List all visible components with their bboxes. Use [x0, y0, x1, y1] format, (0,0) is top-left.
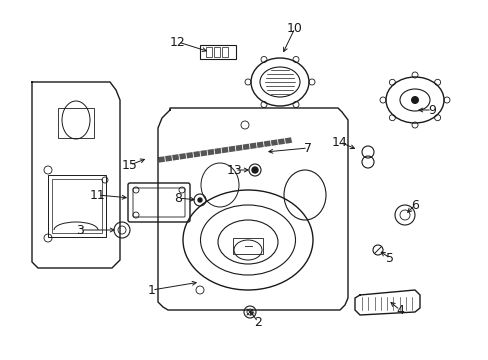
Text: 15: 15 [122, 158, 138, 171]
Circle shape [251, 167, 258, 173]
Bar [200, 45, 236, 59]
Text: 10: 10 [286, 22, 303, 35]
Bar [214, 47, 220, 57]
Text: 14: 14 [331, 135, 347, 149]
Bar [52, 179, 102, 233]
Text: 11: 11 [90, 189, 106, 202]
Text: 9: 9 [427, 104, 435, 117]
Text: 3: 3 [76, 224, 84, 237]
Bar [222, 47, 227, 57]
Text: 6: 6 [410, 198, 418, 212]
Bar [58, 108, 94, 138]
Text: 4: 4 [395, 303, 403, 316]
Bar [205, 47, 212, 57]
Text: 2: 2 [254, 315, 262, 328]
Text: 1: 1 [148, 284, 156, 297]
Text: 5: 5 [385, 252, 393, 265]
Text: 7: 7 [304, 141, 311, 154]
Text: 12: 12 [170, 36, 185, 49]
Circle shape [198, 198, 202, 202]
Text: 13: 13 [226, 163, 243, 176]
Bar [232, 238, 263, 254]
Text: 8: 8 [174, 192, 182, 204]
Circle shape [410, 96, 418, 104]
Bar [48, 175, 106, 237]
